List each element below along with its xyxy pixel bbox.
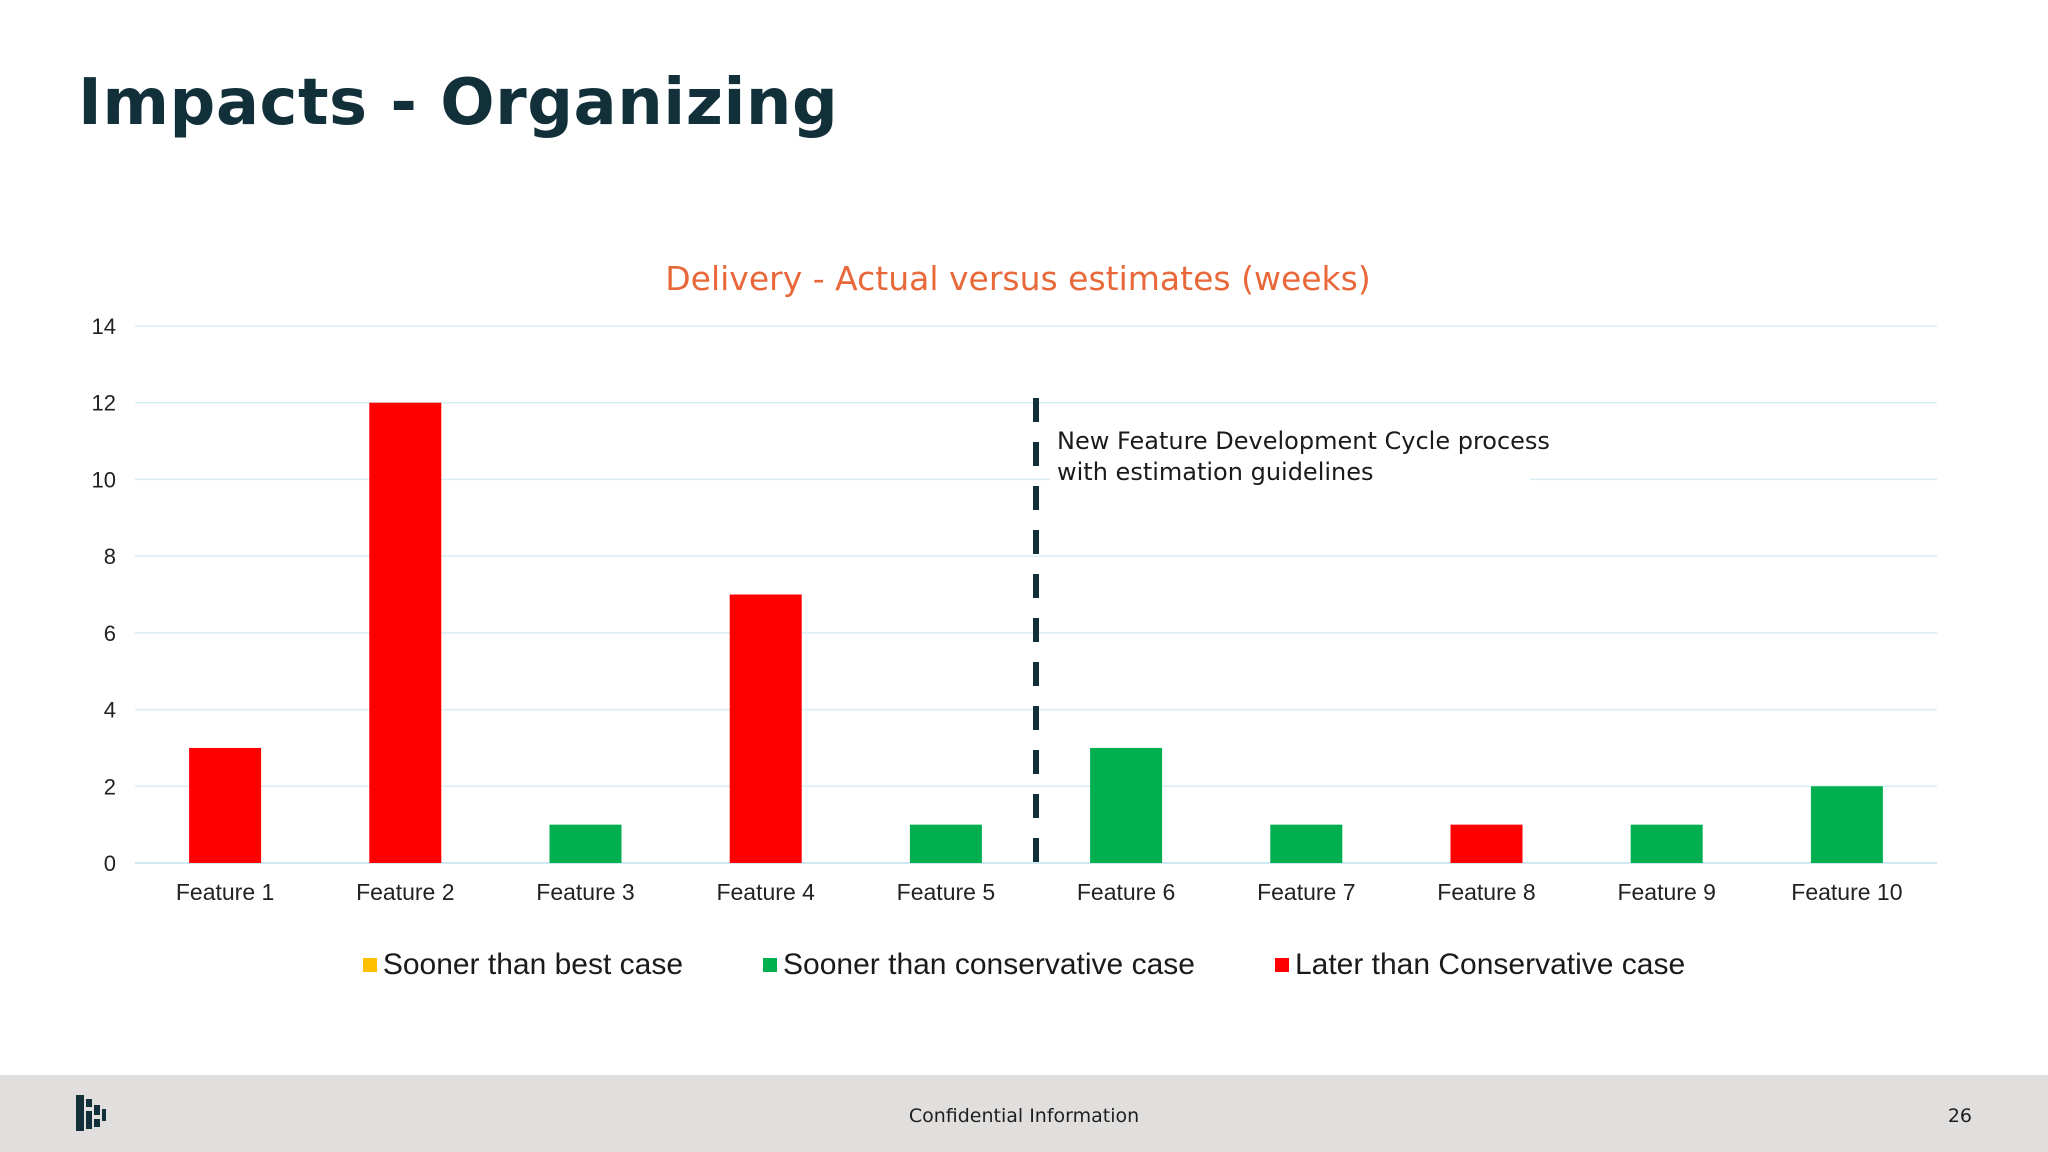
x-tick-label: Feature 3 [536,879,634,905]
legend-item-sooner-conservative: Sooner than conservative case [763,948,1195,982]
annotation-text-line1: New Feature Development Cycle process [1057,427,1550,455]
footer-confidential-text: Confidential Information [0,1105,2048,1127]
legend-swatch [763,958,777,972]
y-tick-label: 10 [92,467,116,492]
x-tick-label: Feature 1 [176,879,274,905]
annotation-text-line2: with estimation guidelines [1057,458,1374,486]
x-tick-label: Feature 7 [1257,879,1355,905]
page-number: 26 [1948,1105,1972,1127]
chart-canvas: Delivery - Actual versus estimates (week… [80,240,1960,940]
bar [1451,825,1523,863]
slide-title: Impacts - Organizing [78,66,838,140]
x-axis-labels: Feature 1 Feature 2 Feature 3 Feature 4 Feat… [176,879,1903,905]
y-tick-label: 8 [104,544,116,569]
legend-label: Sooner than best case [383,948,683,982]
x-tick-label: Feature 6 [1077,879,1175,905]
legend-swatch [1275,958,1289,972]
bar [1270,825,1342,863]
y-tick-label: 6 [104,621,116,646]
x-tick-label: Feature 10 [1791,879,1902,905]
bar [1631,825,1703,863]
y-tick-label: 12 [92,391,116,416]
bar [189,748,261,863]
chart-title: Delivery - Actual versus estimates (week… [665,259,1370,298]
footer-bar: Confidential Information 26 [0,1075,2048,1152]
bar [1811,786,1883,863]
x-tick-label: Feature 9 [1617,879,1715,905]
chart-legend: Sooner than best case Sooner than conser… [0,948,2048,982]
legend-label: Sooner than conservative case [783,948,1195,982]
y-tick-label: 0 [104,851,116,876]
bar [730,595,802,864]
x-tick-label: Feature 2 [356,879,454,905]
bar [369,403,441,863]
legend-label: Later than Conservative case [1295,948,1685,982]
legend-item-sooner-best: Sooner than best case [363,948,683,982]
bar-chart: Delivery - Actual versus estimates (week… [80,240,1960,1070]
x-tick-label: Feature 5 [897,879,995,905]
legend-item-later-conservative: Later than Conservative case [1275,948,1685,982]
x-tick-label: Feature 8 [1437,879,1535,905]
y-tick-label: 14 [92,314,116,339]
bar [910,825,982,863]
legend-swatch [363,958,377,972]
y-axis-ticks: 0 2 4 6 8 10 12 14 [92,314,116,876]
x-tick-label: Feature 4 [716,879,815,905]
bar [550,825,622,863]
bar [1090,748,1162,863]
y-tick-label: 2 [104,774,116,799]
y-tick-label: 4 [104,698,116,723]
